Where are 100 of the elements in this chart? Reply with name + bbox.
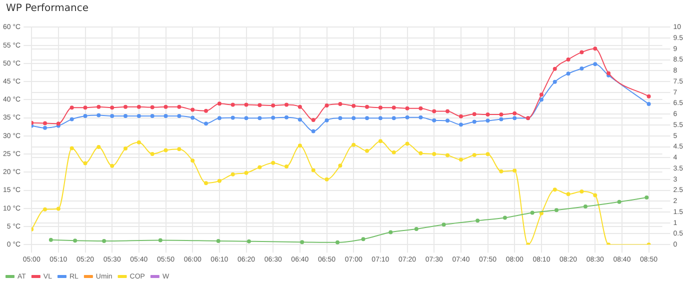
point	[284, 164, 289, 169]
point	[486, 152, 490, 156]
point	[244, 102, 248, 107]
point	[246, 239, 251, 244]
point	[258, 165, 262, 170]
point	[83, 106, 88, 110]
point	[324, 177, 329, 182]
point	[124, 104, 128, 109]
point	[472, 120, 476, 124]
point	[388, 230, 393, 234]
point	[150, 105, 154, 110]
point	[271, 103, 276, 108]
point	[43, 207, 47, 212]
point	[499, 169, 504, 174]
point	[230, 172, 235, 176]
point	[392, 150, 396, 154]
point	[405, 106, 410, 110]
point	[432, 109, 436, 114]
point	[458, 114, 463, 118]
point	[486, 112, 490, 117]
point	[158, 238, 162, 242]
point	[56, 206, 60, 211]
point	[392, 106, 396, 110]
point	[96, 104, 101, 109]
point	[230, 116, 235, 120]
point	[96, 144, 101, 149]
point	[432, 152, 436, 156]
point	[580, 190, 584, 194]
point	[539, 211, 544, 216]
point	[150, 114, 154, 118]
point	[566, 72, 570, 76]
point	[566, 192, 570, 196]
point	[284, 102, 289, 107]
point	[124, 114, 128, 118]
point	[502, 216, 507, 220]
point	[418, 115, 423, 120]
chart-title: WP Performance	[5, 2, 90, 16]
point	[446, 109, 450, 114]
point	[298, 118, 302, 122]
point	[83, 114, 88, 118]
point	[583, 204, 588, 209]
point	[378, 116, 382, 120]
point	[593, 193, 598, 198]
point	[338, 164, 342, 168]
point	[432, 118, 436, 122]
point	[136, 140, 141, 144]
point	[70, 117, 74, 122]
point	[177, 104, 182, 109]
point	[338, 116, 342, 120]
point	[338, 102, 342, 106]
point	[298, 144, 302, 148]
point	[164, 148, 168, 152]
point	[336, 240, 340, 244]
point	[499, 117, 504, 122]
point	[217, 116, 222, 120]
point	[405, 142, 410, 146]
point	[365, 116, 370, 120]
point	[244, 170, 248, 175]
point	[418, 106, 423, 110]
point	[204, 181, 208, 186]
point	[43, 121, 47, 126]
point	[644, 195, 649, 200]
point	[244, 116, 248, 120]
point	[442, 222, 446, 227]
point	[414, 227, 418, 232]
point	[361, 237, 366, 242]
point	[300, 240, 304, 244]
point	[204, 122, 208, 126]
point	[83, 161, 88, 166]
point	[566, 57, 570, 62]
point	[646, 94, 651, 98]
point	[216, 238, 220, 243]
point	[110, 114, 114, 118]
point	[258, 116, 262, 120]
point	[476, 218, 480, 223]
point	[73, 238, 78, 243]
point	[486, 118, 490, 123]
point	[539, 92, 544, 97]
point	[378, 106, 382, 110]
point	[48, 238, 53, 242]
point	[352, 116, 356, 120]
point	[554, 208, 558, 212]
point	[43, 126, 47, 130]
point	[164, 104, 168, 109]
point	[136, 114, 141, 118]
point	[512, 168, 517, 173]
point	[552, 66, 557, 71]
point	[271, 160, 276, 165]
point	[580, 50, 584, 54]
point	[539, 98, 544, 102]
point	[110, 164, 114, 168]
point	[177, 147, 182, 152]
point	[124, 146, 128, 151]
point	[512, 111, 517, 116]
point	[446, 118, 450, 123]
point	[365, 104, 370, 109]
point	[617, 200, 622, 204]
point	[190, 116, 195, 120]
point	[102, 238, 106, 243]
point	[352, 142, 356, 147]
